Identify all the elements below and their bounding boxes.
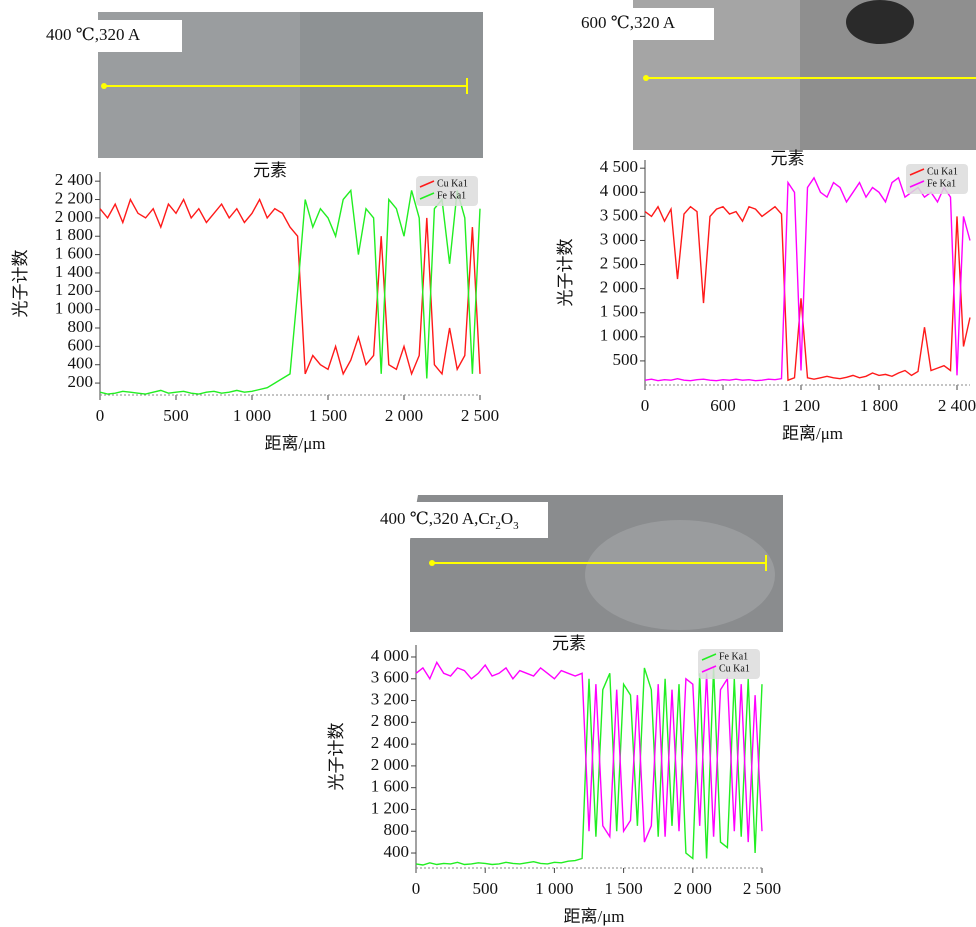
x-axis-label: 距离/μm bbox=[563, 907, 624, 926]
x-tick-label: 2 000 bbox=[385, 406, 423, 425]
legend-swatch bbox=[701, 665, 717, 673]
y-tick-label: 3 200 bbox=[371, 689, 409, 708]
legend-label: Fe Ka1 bbox=[927, 178, 956, 189]
y-tick-label: 2 000 bbox=[55, 207, 93, 226]
panel-label: 600 ℃,320 A bbox=[581, 13, 676, 32]
chart-title: 元素 bbox=[552, 634, 586, 653]
y-axis-label: 光子计数 bbox=[11, 250, 30, 318]
chart-title: 元素 bbox=[253, 161, 287, 180]
x-axis-label: 距离/μm bbox=[264, 434, 325, 453]
legend-label: Cu Ka1 bbox=[927, 166, 958, 177]
data-line bbox=[99, 197, 481, 377]
x-tick-label: 2 500 bbox=[461, 406, 499, 425]
legend-label: Fe Ka1 bbox=[437, 190, 466, 201]
x-tick-label: 0 bbox=[412, 879, 421, 898]
y-tick-label: 3 600 bbox=[371, 668, 409, 687]
y-tick-label: 3 500 bbox=[600, 205, 638, 224]
panel-label-part: O bbox=[501, 509, 513, 528]
legend-swatch bbox=[909, 168, 925, 176]
legend-swatch bbox=[701, 653, 717, 661]
label-box bbox=[576, 8, 714, 40]
y-tick-label: 2 400 bbox=[55, 170, 93, 189]
y-tick-label: 4 000 bbox=[600, 181, 638, 200]
label-box bbox=[42, 20, 182, 52]
legend-swatch bbox=[909, 180, 925, 188]
y-tick-label: 2 500 bbox=[600, 253, 638, 272]
x-tick-label: 1 000 bbox=[233, 406, 271, 425]
y-tick-label: 400 bbox=[384, 842, 410, 861]
y-tick-label: 2 800 bbox=[371, 711, 409, 730]
micrograph bbox=[98, 12, 483, 158]
y-tick-label: 2 000 bbox=[371, 755, 409, 774]
x-tick-label: 2 500 bbox=[743, 879, 781, 898]
x-tick-label: 1 000 bbox=[535, 879, 573, 898]
legend-box bbox=[698, 649, 760, 679]
y-axis-label: 光子计数 bbox=[327, 723, 346, 791]
y-tick-label: 800 bbox=[68, 317, 94, 336]
y-tick-label: 3 000 bbox=[600, 229, 638, 248]
y-axis-label: 光子计数 bbox=[556, 239, 575, 307]
legend-box bbox=[906, 164, 968, 194]
y-tick-label: 4 000 bbox=[371, 646, 409, 665]
y-tick-label: 1 600 bbox=[371, 777, 409, 796]
data-line bbox=[415, 667, 763, 866]
x-tick-label: 500 bbox=[163, 406, 189, 425]
y-tick-label: 1 000 bbox=[55, 299, 93, 318]
y-tick-label: 600 bbox=[68, 335, 94, 354]
x-tick-label: 1 500 bbox=[604, 879, 642, 898]
y-tick-label: 400 bbox=[68, 354, 94, 373]
panel-label-part: 600 ℃,320 A bbox=[581, 13, 676, 32]
legend-swatch bbox=[419, 192, 435, 200]
legend-label: Cu Ka1 bbox=[719, 663, 750, 674]
y-tick-label: 500 bbox=[613, 350, 639, 369]
y-tick-label: 1 800 bbox=[55, 225, 93, 244]
data-line bbox=[415, 660, 763, 843]
x-tick-label: 1 800 bbox=[860, 396, 898, 415]
panel-label-part: 2 bbox=[495, 520, 501, 532]
legend-label: Cu Ka1 bbox=[437, 178, 468, 189]
panel-label-part: 400 ℃,320 A,Cr bbox=[380, 509, 496, 528]
x-tick-label: 0 bbox=[96, 406, 105, 425]
panel-label-part: 400 ℃,320 A bbox=[46, 25, 141, 44]
y-tick-label: 1 600 bbox=[55, 243, 93, 262]
legend-box bbox=[416, 176, 478, 206]
panel-label: 400 ℃,320 A bbox=[46, 25, 141, 44]
panel-label: 400 ℃,320 A,Cr2O3 bbox=[380, 509, 519, 532]
x-tick-label: 1 200 bbox=[782, 396, 820, 415]
y-tick-label: 1 200 bbox=[371, 798, 409, 817]
y-tick-label: 1 400 bbox=[55, 262, 93, 281]
legend-swatch bbox=[419, 180, 435, 188]
y-tick-label: 1 000 bbox=[600, 326, 638, 345]
y-tick-label: 2 200 bbox=[55, 188, 93, 207]
panel-label-part: 3 bbox=[513, 520, 519, 532]
x-tick-label: 1 500 bbox=[309, 406, 347, 425]
chart-title: 元素 bbox=[771, 149, 805, 168]
y-tick-label: 4 500 bbox=[600, 157, 638, 176]
x-tick-label: 500 bbox=[472, 879, 498, 898]
legend-label: Fe Ka1 bbox=[719, 651, 748, 662]
y-tick-label: 800 bbox=[384, 820, 410, 839]
x-axis-label: 距离/μm bbox=[782, 424, 843, 443]
x-tick-label: 0 bbox=[641, 396, 650, 415]
y-tick-label: 200 bbox=[68, 372, 94, 391]
y-tick-label: 1 200 bbox=[55, 280, 93, 299]
data-line bbox=[99, 188, 481, 395]
x-tick-label: 2 400 bbox=[938, 396, 976, 415]
y-tick-label: 2 000 bbox=[600, 278, 638, 297]
x-tick-label: 2 000 bbox=[674, 879, 712, 898]
y-tick-label: 1 500 bbox=[600, 302, 638, 321]
label-box bbox=[372, 502, 548, 538]
x-tick-label: 600 bbox=[710, 396, 736, 415]
y-tick-label: 2 400 bbox=[371, 733, 409, 752]
data-line bbox=[644, 205, 971, 382]
